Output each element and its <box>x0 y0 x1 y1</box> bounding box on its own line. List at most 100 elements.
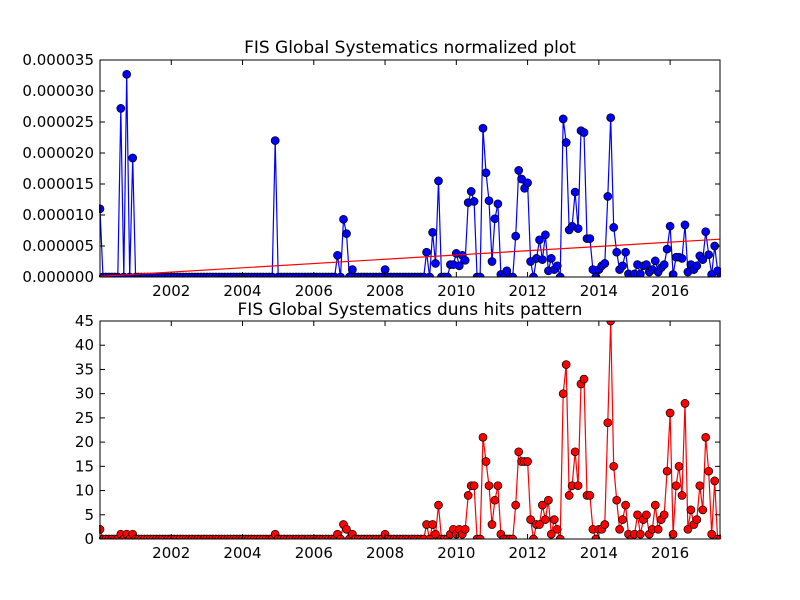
series-line <box>99 74 721 277</box>
duns-hits-panel: FIS Global Systematics duns hits pattern… <box>75 300 721 562</box>
data-point <box>558 389 568 399</box>
data-point <box>615 524 624 534</box>
data-point <box>514 166 524 175</box>
data-point <box>339 214 348 224</box>
data-point <box>466 187 476 196</box>
data-point <box>659 510 669 520</box>
data-point <box>606 321 616 326</box>
data-point <box>443 272 452 277</box>
data-point <box>609 461 619 471</box>
data-point <box>336 534 345 539</box>
x-tick-label: 2006 <box>295 282 333 300</box>
data-point <box>555 272 565 277</box>
data-point <box>552 261 562 271</box>
data-point <box>454 261 464 271</box>
series-line <box>99 321 721 539</box>
y-tick-label: 15 <box>75 457 94 475</box>
data-point <box>460 255 470 265</box>
data-point <box>460 524 470 534</box>
data-point <box>463 491 473 500</box>
data-point <box>707 529 717 539</box>
x-tick-label: 2014 <box>580 544 618 562</box>
data-point <box>425 272 434 277</box>
data-point <box>633 510 642 520</box>
x-tick-label: 2006 <box>295 544 333 562</box>
data-point <box>564 491 574 500</box>
data-point <box>526 515 535 524</box>
y-tick-label: 0 <box>84 530 94 548</box>
normalized-plot-title: FIS Global Systematics normalized plot <box>244 38 576 58</box>
data-point <box>348 265 357 274</box>
x-tick-label: 2004 <box>223 544 261 562</box>
x-tick-label: 2010 <box>437 544 475 562</box>
data-point <box>573 481 583 491</box>
data-point <box>612 495 622 505</box>
y-tick-label: 0.000030 <box>22 82 94 100</box>
data-point <box>662 466 672 476</box>
data-point <box>606 113 616 123</box>
data-point <box>431 529 440 539</box>
data-point <box>659 260 669 269</box>
data-point <box>621 500 630 510</box>
data-point <box>680 220 690 230</box>
y-tick-label: 0.000015 <box>22 175 94 193</box>
data-point <box>508 272 518 277</box>
y-tick-label: 0.000010 <box>22 206 94 224</box>
y-tick-label: 45 <box>75 312 94 330</box>
data-point <box>704 250 714 260</box>
data-point <box>538 255 547 264</box>
data-point <box>570 447 580 457</box>
data-marks <box>99 69 721 277</box>
data-point <box>662 244 672 254</box>
data-point <box>665 221 675 231</box>
data-point <box>546 254 556 263</box>
data-point <box>677 491 687 500</box>
y-tick-label: 0.000025 <box>22 113 94 131</box>
x-tick-label: 2014 <box>580 282 618 300</box>
data-point <box>636 529 645 539</box>
data-point <box>342 229 351 238</box>
x-tick-label: 2004 <box>223 282 261 300</box>
data-point <box>428 228 437 237</box>
data-point <box>544 495 553 505</box>
data-point <box>431 259 440 268</box>
duns-hits-title: FIS Global Systematics duns hits pattern <box>238 300 583 320</box>
data-point <box>336 272 345 277</box>
data-point <box>683 524 693 534</box>
data-point <box>585 234 595 243</box>
data-point <box>511 500 521 510</box>
data-point <box>636 269 645 277</box>
data-point <box>541 515 550 524</box>
y-tick-label: 10 <box>75 482 94 500</box>
data-point <box>484 196 494 206</box>
x-tick-label: 2012 <box>508 544 546 562</box>
data-point <box>333 250 342 260</box>
axes-frame <box>99 59 721 278</box>
data-point <box>674 461 684 471</box>
y-tick-label: 25 <box>75 409 94 427</box>
data-point <box>523 457 532 466</box>
data-point <box>475 272 485 277</box>
data-point <box>665 408 675 418</box>
data-point <box>701 227 711 237</box>
data-point <box>686 505 696 515</box>
data-point <box>116 104 126 113</box>
normalized-plot-panel: FIS Global Systematics normalized plot 0… <box>22 38 721 300</box>
data-point <box>487 257 497 266</box>
data-point <box>529 272 538 277</box>
x-tick-label: 2008 <box>366 544 404 562</box>
data-point <box>603 192 613 201</box>
data-point <box>561 360 571 369</box>
data-point <box>698 505 708 515</box>
data-point <box>469 481 479 491</box>
data-point <box>549 515 559 524</box>
y-tick-label: 0.000005 <box>22 237 94 255</box>
data-point <box>621 247 630 257</box>
x-tick-label: 2008 <box>366 282 404 300</box>
data-point <box>573 224 583 233</box>
y-tick-label: 30 <box>75 385 94 403</box>
data-point <box>546 529 556 539</box>
data-point <box>469 197 479 206</box>
data-point <box>508 534 518 539</box>
